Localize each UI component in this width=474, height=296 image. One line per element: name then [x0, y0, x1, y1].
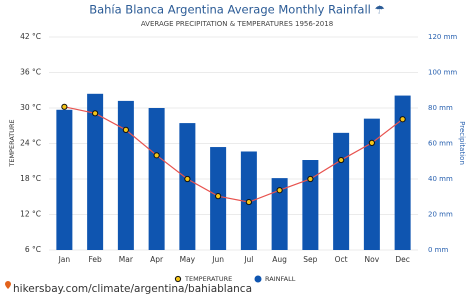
y2-tick-label: 120 mm	[428, 33, 457, 41]
bar	[148, 108, 165, 250]
x-tick-label: Jan	[58, 255, 71, 264]
bar	[363, 118, 380, 251]
bar	[87, 93, 104, 250]
temperature-point	[215, 193, 222, 200]
temperature-point	[368, 139, 375, 147]
y-tick-label: 24 °C	[20, 139, 41, 148]
bar	[179, 123, 196, 250]
y2-tick-label: 0 mm	[428, 246, 448, 254]
y2-tick-label: 80 mm	[428, 104, 453, 112]
y-tick-label: 6 °C	[25, 245, 41, 254]
bar	[333, 132, 350, 250]
footer-link[interactable]: hikersbay.com/climate/argentina/bahiabla…	[13, 283, 252, 295]
y-axis-label: TEMPERATURE	[8, 119, 16, 167]
legend-label: TEMPERATURE	[184, 275, 232, 283]
x-tick-label: May	[180, 255, 196, 264]
y-tick-label: 18 °C	[20, 174, 41, 183]
temperature-point	[276, 187, 283, 194]
bar	[394, 95, 411, 250]
x-tick-label: Dec	[395, 255, 410, 264]
bar	[302, 160, 319, 250]
y-tick-label: 42 °C	[20, 32, 41, 41]
y-tick-label: 36 °C	[20, 68, 41, 77]
legend-marker	[174, 275, 182, 283]
y-tick-label: 12 °C	[20, 210, 41, 219]
temperature-point	[122, 126, 129, 133]
y2-axis-label: Precipitation	[458, 121, 466, 165]
temperature-point	[307, 175, 314, 183]
y2-tick-label: 20 mm	[428, 211, 453, 219]
x-tick-label: Nov	[365, 255, 380, 264]
x-tick-label: Jun	[211, 255, 224, 264]
y-tick-label: 30 °C	[20, 103, 41, 112]
x-tick-label: Oct	[335, 255, 348, 264]
temperature-point	[184, 175, 191, 183]
temperature-point	[153, 152, 160, 159]
x-tick-label: Sep	[303, 255, 317, 264]
y2-tick-label: 100 mm	[428, 69, 457, 77]
temperature-point	[399, 116, 406, 123]
x-tick-label: Feb	[88, 255, 102, 264]
temperature-point	[92, 110, 99, 117]
chart-title: Bahía Blanca Argentina Average Monthly R…	[89, 3, 385, 17]
y2-tick-label: 40 mm	[428, 175, 453, 183]
x-tick-label: Jul	[243, 255, 253, 264]
bar	[56, 109, 73, 251]
bar	[271, 178, 288, 250]
x-tick-label: Aug	[272, 255, 287, 264]
x-tick-label: Mar	[119, 255, 134, 264]
x-tick-label: Apr	[150, 255, 164, 264]
chart-subtitle: AVERAGE PRECIPITATION & TEMPERATURES 195…	[141, 20, 333, 28]
y2-tick-label: 60 mm	[428, 140, 453, 148]
temperature-point	[245, 198, 252, 206]
temperature-point	[338, 156, 345, 164]
legend-label: RAINFALL	[265, 275, 296, 283]
temperature-line	[64, 106, 403, 203]
bar	[117, 100, 134, 251]
legend-marker	[254, 275, 262, 283]
temperature-point	[61, 103, 68, 110]
pin-icon	[5, 281, 11, 289]
